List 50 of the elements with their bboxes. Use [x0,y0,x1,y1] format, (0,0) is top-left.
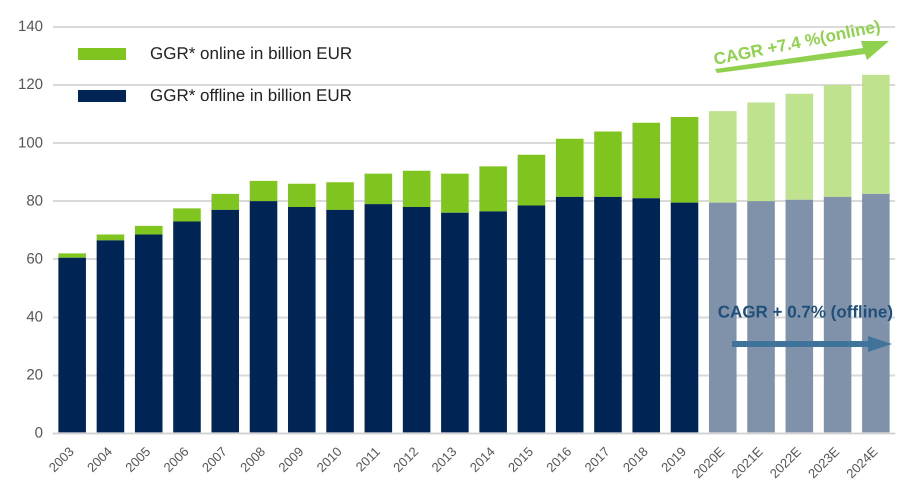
y-tick-label: 120 [18,76,44,94]
bar [824,85,852,197]
bar [632,198,660,432]
bar [364,174,392,204]
bar [326,182,354,210]
y-tick-label: 40 [26,308,44,326]
bar [594,132,622,197]
bar [747,102,775,202]
bar [556,196,584,432]
bar [479,211,507,432]
bar [96,234,124,240]
bar [58,258,86,432]
bar [288,184,316,207]
bar [479,166,507,212]
bar [594,196,622,432]
annotation: CAGR +7.4 %(online) [712,16,882,69]
bar [518,206,546,432]
bar [402,206,430,432]
y-tick-label: 0 [34,424,44,442]
bar [556,138,584,197]
bar [211,194,240,210]
bar [173,208,201,222]
bar [441,212,469,432]
bar [173,221,201,432]
bar [211,210,240,432]
bar [250,180,278,202]
legend-label: GGR* offline in billion EUR [150,86,352,106]
y-tick-label: 100 [18,134,44,152]
bar [250,201,278,432]
bar [670,202,698,432]
bar [288,206,316,432]
bar [786,94,814,200]
bar [862,74,890,194]
bar [709,111,737,203]
bar [134,226,162,235]
legend-label: GGR* online in billion EUR [150,44,352,64]
y-tick-label: 140 [18,18,44,36]
y-tick-label: 60 [26,250,44,268]
y-tick-label: 80 [26,192,44,210]
bar [364,204,392,432]
bar [134,234,162,432]
bar [402,170,430,207]
bar [518,154,546,206]
bar [96,240,124,432]
bar [326,210,354,432]
bar [441,174,469,213]
bar [58,253,86,258]
bar [632,122,660,198]
bar [670,116,698,203]
y-tick-label: 20 [26,366,44,384]
